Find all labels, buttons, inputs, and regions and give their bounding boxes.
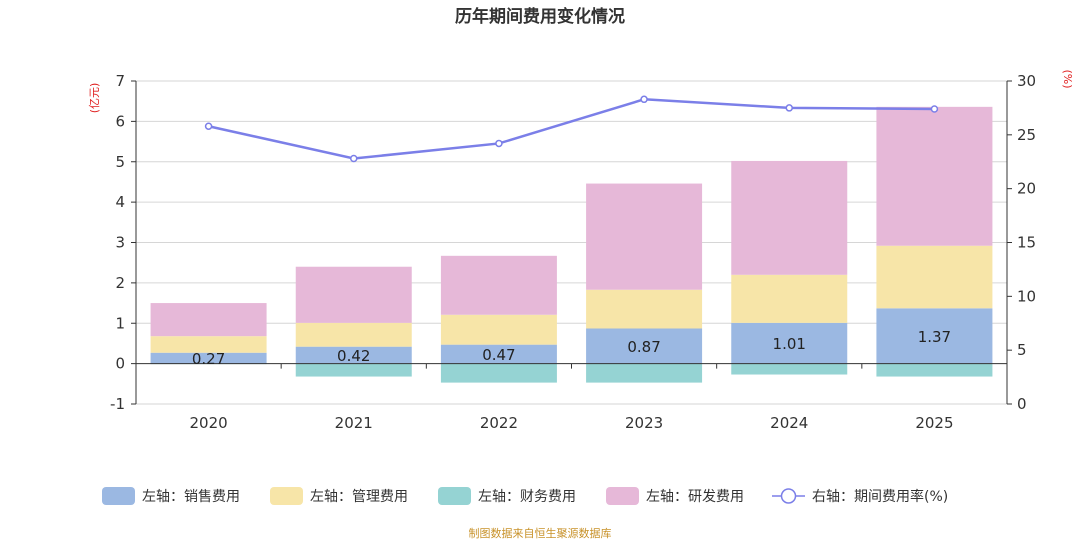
data-label: 1.37	[918, 328, 951, 346]
bar-segment	[731, 160, 848, 275]
rate-point	[204, 122, 213, 130]
bar-segment	[586, 328, 703, 364]
right-tick-label: 10	[1017, 287, 1036, 305]
bar-segment	[876, 106, 993, 246]
left-tick-label: -1	[110, 395, 125, 413]
left-tick-label: 2	[115, 274, 125, 292]
bar-segment	[731, 363, 848, 375]
chart-title: 历年期间费用变化情况	[455, 6, 625, 27]
bar-segment	[295, 322, 412, 347]
legend-swatch	[270, 487, 303, 505]
x-tick-label: 2025	[915, 414, 953, 432]
bar-segment	[440, 255, 557, 315]
bar-segment	[150, 303, 267, 337]
legend-swatch	[438, 487, 471, 505]
bar-segment	[586, 183, 703, 290]
left-tick-label: 6	[115, 112, 125, 130]
left-tick-label: 3	[115, 234, 125, 252]
legend: 左轴：销售费用 左轴：管理费用 左轴：财务费用 左轴：研发费用 右轴：期间费用率(%)	[102, 487, 948, 505]
bar-segment	[150, 336, 267, 353]
data-labels: 0.27 0.42 0.47 0.87 1.01 1.37	[192, 328, 951, 368]
right-tick-label: 20	[1017, 180, 1036, 198]
right-axis-unit: (%)	[1061, 69, 1074, 88]
data-label: 0.42	[337, 347, 370, 365]
right-tick-label: 30	[1017, 72, 1036, 90]
data-label: 0.27	[192, 350, 225, 368]
bar-segment	[586, 289, 703, 329]
data-label: 1.01	[773, 335, 806, 353]
bar-segment	[295, 346, 412, 364]
bar-segment	[876, 363, 993, 377]
bars	[150, 106, 993, 383]
legend-label: 左轴：管理费用	[310, 489, 408, 505]
x-tick-label: 2021	[335, 414, 373, 432]
left-tick-label: 5	[115, 153, 125, 171]
rate-point	[785, 104, 793, 112]
rate-line	[204, 95, 939, 163]
bar-segment	[876, 245, 993, 309]
x-tick-label: 2023	[625, 414, 663, 432]
left-tick-label: 4	[115, 193, 125, 211]
left-tick-label: 1	[115, 314, 125, 332]
rate-line-path	[208, 98, 935, 160]
right-tick-label: 0	[1017, 395, 1027, 413]
bar-segment	[586, 363, 703, 383]
bar-segment	[440, 363, 557, 383]
rate-point	[350, 154, 358, 163]
right-tick-label: 25	[1017, 126, 1036, 144]
bar-segment	[295, 266, 412, 323]
legend-label: 左轴：销售费用	[142, 489, 240, 505]
legend-label: 左轴：财务费用	[478, 489, 576, 505]
left-tick-label: 0	[115, 355, 125, 373]
bar-segment	[440, 314, 557, 345]
data-label: 0.47	[482, 346, 515, 364]
rate-point	[495, 139, 503, 148]
x-tick-label: 2022	[480, 414, 518, 432]
right-tick-label: 5	[1017, 341, 1027, 359]
x-tick-label: 2024	[770, 414, 808, 432]
bar-segment	[440, 344, 557, 364]
legend-marker-icon	[780, 488, 797, 504]
legend-swatch	[606, 487, 639, 505]
data-label: 0.87	[627, 338, 660, 356]
legend-label: 左轴：研发费用	[646, 489, 744, 505]
x-tick-label: 2020	[189, 414, 227, 432]
bar-segment	[731, 274, 848, 323]
legend-swatch	[102, 487, 135, 505]
rate-point	[640, 95, 648, 104]
bar-segment	[876, 308, 993, 364]
source-note: 制图数据来自恒生聚源数据库	[469, 526, 612, 540]
rate-point	[930, 105, 939, 113]
bar-segment	[295, 363, 412, 377]
gridlines	[136, 80, 1007, 405]
legend-label: 右轴：期间费用率(%)	[812, 488, 948, 505]
left-tick-label: 7	[115, 72, 125, 90]
left-axis-unit: (亿元)	[88, 83, 101, 114]
right-tick-label: 15	[1017, 234, 1036, 252]
bar-segment	[150, 352, 267, 364]
bar-segment	[731, 322, 848, 364]
